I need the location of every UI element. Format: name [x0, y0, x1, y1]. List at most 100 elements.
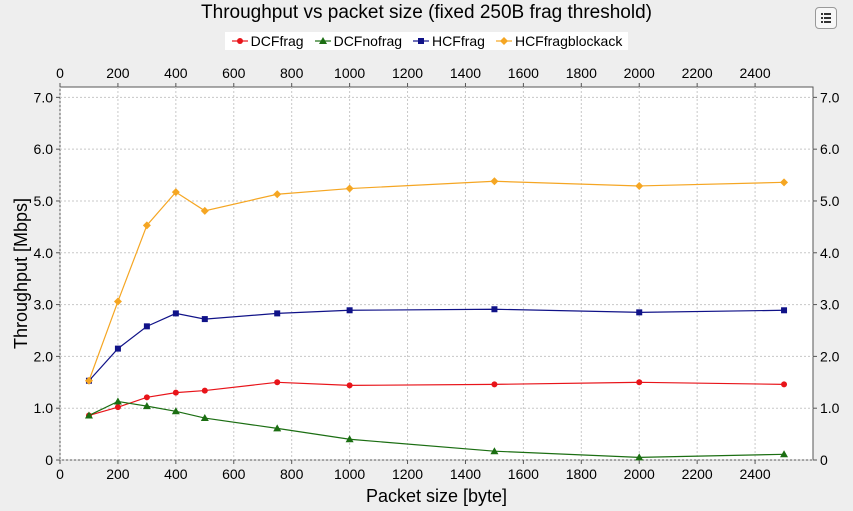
x-top-tick-label: 1600	[508, 65, 539, 81]
data-point-hcffrag	[172, 310, 179, 317]
legend-swatch-marker	[318, 37, 327, 44]
x-tick-label: 400	[164, 466, 188, 482]
series-line-dcffrag	[88, 381, 785, 417]
data-point-hcffragblockack	[635, 181, 644, 190]
y-right-tick-label: 7.0	[820, 89, 840, 105]
x-tick-label: 1800	[566, 466, 597, 482]
legend-label-hcffrag: HCFfrag	[432, 33, 485, 49]
data-point-hcffrag	[491, 306, 498, 313]
x-tick-label: 0	[56, 466, 64, 482]
data-point-dcfnofrag	[273, 424, 282, 432]
y-right-tick-label: 2.0	[820, 348, 840, 364]
data-point-dcfnofrag	[345, 435, 354, 443]
data-point-hcffragblockack	[490, 177, 499, 186]
data-point-dcfnofrag	[780, 450, 789, 458]
legend-item-dcfnofrag: DCFnofrag	[314, 33, 402, 49]
legend-item-hcffragblockack: HCFfragblockack	[495, 33, 622, 49]
data-point-hcffrag	[636, 309, 643, 316]
y-right-tick-label: 3.0	[820, 297, 840, 313]
x-tick-label: 1600	[508, 466, 539, 482]
x-top-tick-label: 1200	[392, 65, 423, 81]
y-tick-label: 2.0	[34, 348, 54, 364]
x-top-tick-label: 0	[56, 65, 64, 81]
y-tick-label: 6.0	[34, 141, 54, 157]
legend-swatch-dcfnofrag	[314, 37, 331, 44]
data-point-hcffrag	[201, 316, 208, 323]
data-point-dcffrag	[781, 381, 788, 388]
list-menu-icon	[821, 13, 831, 23]
y-right-tick-label: 4.0	[820, 245, 840, 261]
x-top-tick-label: 200	[106, 65, 130, 81]
y-tick-label: 1.0	[34, 400, 54, 416]
data-point-dcffrag	[143, 394, 150, 401]
data-point-dcffrag	[346, 382, 353, 389]
data-point-hcffragblockack	[84, 376, 93, 385]
data-point-hcffrag	[274, 310, 281, 317]
legend-label-dcffrag: DCFfrag	[250, 33, 304, 49]
data-point-hcffragblockack	[780, 178, 789, 187]
x-axis-title: Packet size [byte]	[366, 486, 507, 506]
data-point-dcfnofrag	[171, 407, 180, 415]
x-top-tick-label: 1400	[450, 65, 481, 81]
data-point-hcffragblockack	[142, 221, 151, 230]
x-tick-label: 1200	[392, 466, 423, 482]
data-point-hcffragblockack	[113, 297, 122, 306]
legend-box: DCFfrag DCFnofrag HCFfrag HCFfragblockack	[224, 32, 629, 50]
data-point-dcfnofrag	[635, 453, 644, 461]
legend: DCFfrag DCFnofrag HCFfrag HCFfragblockack	[0, 32, 853, 50]
data-point-hcffrag	[781, 307, 788, 314]
y-right-tick-label: 5.0	[820, 193, 840, 209]
y-tick-label: 7.0	[34, 89, 54, 105]
x-top-tick-label: 2000	[624, 65, 655, 81]
series-line-hcffragblockack	[88, 180, 785, 381]
series-layer	[84, 177, 789, 461]
axes: 0020020040040060060080080010001000120012…	[34, 65, 840, 482]
legend-label-hcffragblockack: HCFfragblockack	[514, 33, 623, 49]
data-point-hcffrag	[143, 323, 150, 330]
data-point-hcffragblockack	[273, 190, 282, 199]
series-dcfnofrag	[84, 397, 789, 461]
plot-area	[59, 86, 814, 461]
y-tick-label: 4.0	[34, 245, 54, 261]
x-top-tick-label: 2400	[739, 65, 770, 81]
data-point-dcfnofrag	[200, 414, 209, 422]
data-point-dcfnofrag	[113, 397, 122, 405]
legend-swatch-marker	[236, 38, 243, 44]
x-top-tick-label: 1800	[566, 65, 597, 81]
y-right-tick-label: 6.0	[820, 141, 840, 157]
x-tick-label: 2000	[624, 466, 655, 482]
data-point-dcffrag	[491, 381, 498, 388]
data-point-hcffragblockack	[171, 188, 180, 197]
data-point-dcfnofrag	[490, 447, 499, 455]
legend-swatch-marker	[499, 37, 508, 45]
data-point-dcffrag	[274, 379, 281, 386]
x-top-tick-label: 1000	[334, 65, 365, 81]
legend-label-dcfnofrag: DCFnofrag	[333, 33, 403, 49]
x-tick-label: 1400	[450, 466, 481, 482]
data-point-dcffrag	[636, 379, 643, 386]
data-point-hcffragblockack	[345, 184, 354, 193]
y-tick-label: 3.0	[34, 297, 54, 313]
series-hcffragblockack	[84, 177, 789, 385]
legend-swatch-dcffrag	[231, 38, 248, 44]
data-point-dcfnofrag	[84, 411, 93, 419]
legend-swatch-marker	[418, 38, 425, 44]
data-point-hcffragblockack	[200, 206, 209, 215]
x-tick-label: 200	[106, 466, 130, 482]
data-point-dcfnofrag	[142, 402, 151, 410]
data-point-dcffrag	[114, 404, 121, 411]
legend-item-hcffrag: HCFfrag	[412, 33, 485, 49]
legend-swatch-hcffrag	[413, 38, 430, 44]
grid	[59, 87, 813, 461]
x-top-tick-label: 400	[164, 65, 188, 81]
y-axis-title: Throughput [Mbps]	[11, 198, 31, 349]
x-tick-label: 800	[280, 466, 304, 482]
y-tick-label: 0	[45, 452, 53, 468]
y-right-tick-label: 1.0	[820, 400, 840, 416]
data-point-dcffrag	[172, 389, 179, 396]
chart-menu-button[interactable]	[815, 7, 837, 29]
x-top-tick-label: 600	[222, 65, 246, 81]
data-point-hcffrag	[346, 307, 353, 314]
data-point-dcffrag	[201, 387, 208, 394]
